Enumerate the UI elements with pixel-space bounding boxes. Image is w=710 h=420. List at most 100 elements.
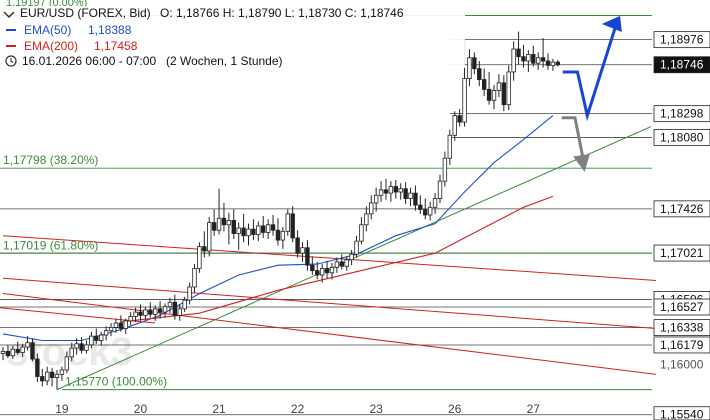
- bearish-scenario-arrow: [561, 116, 586, 163]
- candle: [265, 219, 271, 239]
- candle: [192, 264, 197, 293]
- candle-body: [30, 342, 35, 360]
- price-label-box: [653, 298, 710, 316]
- candle: [108, 323, 114, 337]
- instrument-name: EUR/USD (FOREX, Bid): [20, 6, 151, 20]
- candle: [354, 235, 359, 258]
- price-label-text: 1,16527: [660, 300, 704, 314]
- candle-body: [265, 224, 271, 233]
- candle: [472, 52, 477, 75]
- candle: [329, 262, 335, 280]
- candle: [64, 351, 70, 374]
- price-label-text: 1,16338: [660, 321, 704, 335]
- candle: [187, 282, 192, 305]
- candle-body: [295, 237, 300, 254]
- candle-body: [496, 82, 502, 91]
- candle: [113, 318, 119, 333]
- candle-body: [221, 217, 227, 226]
- candle-body: [94, 335, 99, 341]
- candle-body: [275, 229, 281, 241]
- candle: [526, 50, 531, 72]
- trend-lines: [0, 126, 657, 391]
- candle: [324, 260, 330, 279]
- candle-body: [462, 78, 467, 123]
- candle-body: [59, 369, 65, 375]
- candle-body: [491, 90, 497, 101]
- candle: [182, 296, 187, 313]
- price-label-text: 1,17426: [660, 202, 704, 216]
- candle-body: [167, 301, 173, 308]
- candle: [256, 221, 261, 242]
- candle: [457, 109, 462, 127]
- ohlc-values: O: 1,18766 H: 1,18790 L: 1,18730 C: 1,18…: [160, 6, 404, 20]
- candle-body: [192, 268, 197, 288]
- candle-body: [516, 48, 521, 58]
- candle: [236, 222, 241, 250]
- candle-body: [310, 264, 315, 272]
- collapse-icon[interactable]: [3, 11, 15, 19]
- candle: [118, 315, 124, 332]
- x-tick-label: 27: [527, 402, 541, 416]
- candle: [447, 129, 453, 165]
- candle-body: [153, 308, 158, 315]
- candle-body: [84, 344, 89, 351]
- candle-body: [545, 60, 551, 66]
- candle: [15, 341, 20, 355]
- ema200-value: 1,17458: [94, 39, 138, 53]
- candle-body: [103, 330, 109, 336]
- ema200-swatch: [6, 45, 16, 47]
- candle-body: [373, 194, 379, 204]
- price-label-box: [653, 319, 710, 337]
- candle-body: [521, 56, 526, 62]
- candle: [491, 85, 497, 110]
- price-label: 1,16338: [653, 319, 710, 337]
- candle-body: [457, 115, 462, 123]
- candle: [172, 294, 178, 320]
- candle: [290, 206, 295, 243]
- fib-labels: 1,17798 (38.20%) 1,17019 (61.80%) 1,15770 …: [3, 153, 167, 388]
- ema200-label: EMA(200): [24, 39, 78, 53]
- candle-body: [280, 230, 286, 241]
- resistance-trendline-2: [2, 277, 657, 329]
- candle: [148, 302, 153, 318]
- candle: [123, 318, 128, 334]
- price-label: 1,16527: [653, 298, 710, 316]
- candle-body: [531, 54, 536, 64]
- candle-body: [442, 157, 448, 182]
- candle: [10, 345, 16, 360]
- candle-body: [69, 347, 74, 358]
- candle: [0, 347, 6, 361]
- candle: [221, 202, 227, 232]
- fib-label: 1,17798 (38.20%): [3, 153, 98, 167]
- candle: [432, 193, 438, 214]
- candle-body: [403, 188, 408, 199]
- candle: [511, 41, 516, 81]
- price-label-box: [653, 244, 710, 262]
- candle: [69, 342, 74, 362]
- candle: [79, 337, 84, 354]
- candle: [550, 58, 556, 71]
- candle: [373, 187, 379, 212]
- candle: [516, 31, 521, 65]
- candle-body: [432, 198, 438, 208]
- candle-body: [197, 246, 202, 269]
- candle: [501, 75, 507, 112]
- candle: [393, 180, 398, 199]
- candle-body: [300, 247, 305, 254]
- price-axis-labels: 1,18976 1,18746 1,18298 1,18080 1,17426 1,170…: [653, 31, 710, 420]
- candle: [270, 214, 276, 236]
- candle-body: [408, 192, 413, 199]
- price-label: 1,17426: [653, 200, 710, 218]
- candle: [246, 223, 251, 246]
- candle-body: [40, 376, 45, 382]
- candle: [378, 181, 384, 202]
- candle: [423, 198, 428, 220]
- candle: [285, 209, 290, 236]
- candle-body: [334, 261, 340, 268]
- candle: [339, 254, 344, 270]
- candle: [319, 264, 325, 283]
- candle: [437, 174, 443, 203]
- ema200-line: [120, 195, 554, 323]
- candle: [231, 209, 236, 239]
- price-label: 1,16179: [653, 336, 710, 354]
